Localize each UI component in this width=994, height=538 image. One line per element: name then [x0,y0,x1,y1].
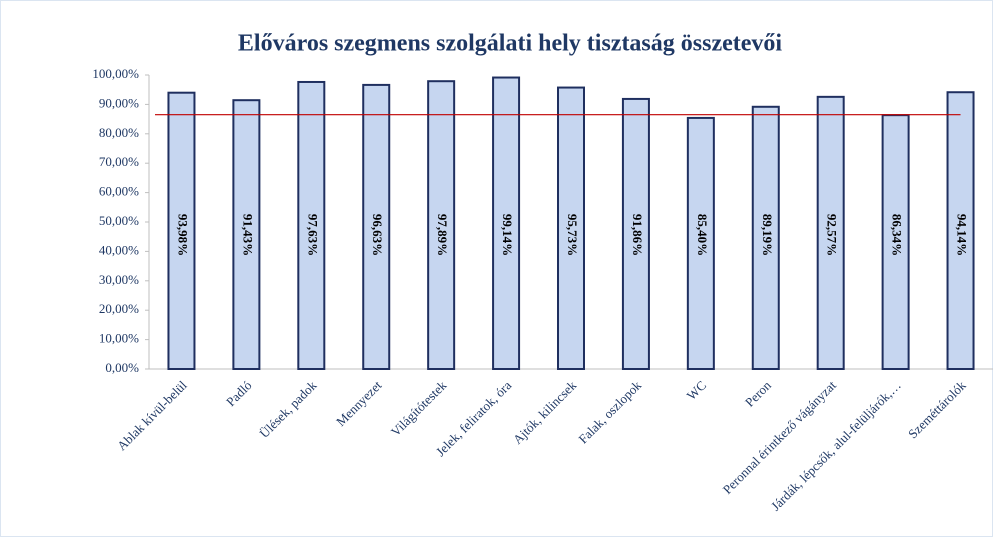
x-tick-label: Ablak kívül-belül [114,377,190,453]
x-tick-label: Peron [742,377,774,409]
bar [167,91,196,371]
y-tick-label: 90,00% [99,95,139,110]
y-tick-label: 60,00% [99,184,139,199]
value-label: 97,63% [305,214,320,256]
x-tick-label: Padló [223,378,255,410]
value-label: 85,40% [695,214,710,256]
value-label: 92,57% [825,214,840,256]
x-tick-label: Ülések, padok [256,377,320,441]
x-tick-label: Mennyezet [333,377,385,429]
y-tick-label: 70,00% [99,154,139,169]
value-label: 91,43% [240,214,255,256]
y-tick-label: 80,00% [99,125,139,140]
y-tick-label: 100,00% [92,66,139,81]
value-label: 97,89% [435,214,450,256]
value-label: 89,19% [760,214,775,256]
bar [427,80,456,370]
bar [362,83,391,370]
x-tick-label: Világítótestek [388,377,450,439]
x-tick-label: Peronnal érintkező vágányzat [720,377,840,497]
chart-title: Előváros szegmens szolgálati hely tiszta… [238,31,782,57]
bar [751,105,780,370]
x-tick-label: Falak, oszlopok [575,377,644,446]
value-label: 94,14% [955,214,970,256]
bar [686,116,715,371]
value-label: 99,14% [500,214,515,256]
y-tick-label: 20,00% [99,301,139,316]
bar [621,97,650,370]
bar [946,91,975,371]
bar [232,99,261,370]
x-tick-label: WC [684,378,709,403]
y-tick-label: 10,00% [99,331,139,346]
value-label: 95,73% [565,214,580,256]
value-label: 96,63% [370,214,385,256]
bar [816,95,845,370]
value-label: 93,98% [175,214,190,256]
y-tick-label: 40,00% [99,242,139,257]
x-tick-label: Szeméttárolók [905,377,969,441]
y-tick-label: 50,00% [99,213,139,228]
bar [492,76,521,370]
bar [557,86,585,370]
x-tick-label: Ajtók, kilincsek [510,377,580,447]
y-tick-label: 30,00% [99,272,139,287]
bar [297,80,326,370]
x-tick-label: Járdák, lépcsők, alul-felüljárók,… [768,378,904,514]
y-tick-label: 0,00% [105,360,139,375]
value-label: 86,34% [890,214,905,256]
value-label: 91,86% [630,214,645,256]
